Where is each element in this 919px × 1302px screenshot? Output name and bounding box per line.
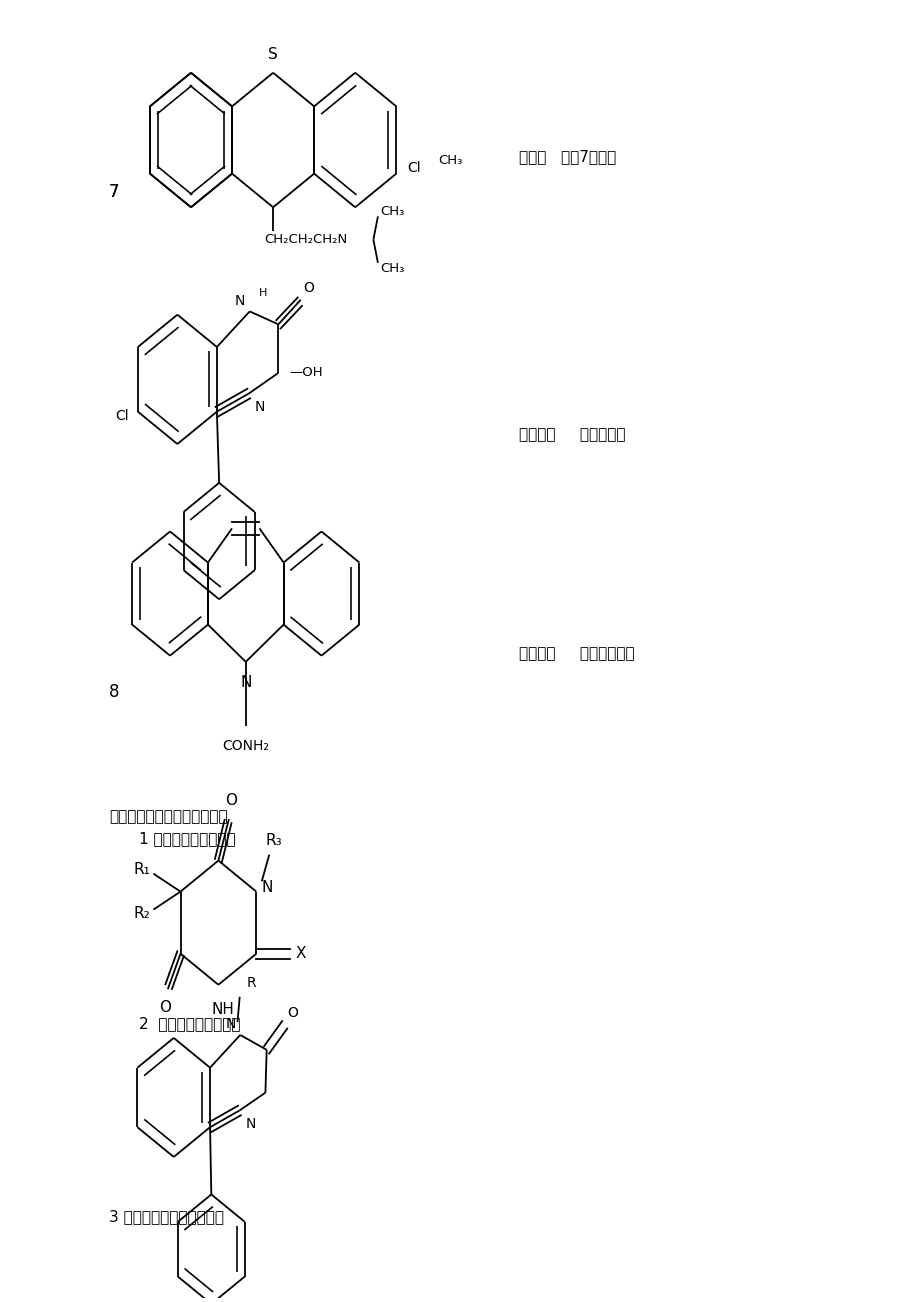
Text: 1 巴比妥类镇静催眠药: 1 巴比妥类镇静催眠药: [139, 831, 235, 846]
Text: N: N: [262, 880, 273, 896]
Text: N: N: [240, 674, 251, 690]
Text: 8: 8: [108, 684, 119, 702]
Text: R₁: R₁: [133, 862, 150, 878]
Text: N: N: [245, 1117, 255, 1131]
Text: O: O: [225, 793, 237, 807]
Text: 奥沙西洋     抗焦虑药物: 奥沙西洋 抗焦虑药物: [518, 427, 625, 443]
Text: CH₃: CH₃: [380, 262, 403, 275]
Text: 7: 7: [108, 182, 119, 201]
Text: CH₃: CH₃: [437, 154, 462, 167]
Text: N: N: [225, 1017, 235, 1031]
Text: O: O: [288, 1006, 298, 1019]
Text: 二、写出下列药物的结构通式: 二、写出下列药物的结构通式: [108, 809, 227, 824]
Text: —OH: —OH: [289, 366, 323, 379]
Text: CH₂CH₂CH₂N: CH₂CH₂CH₂N: [264, 233, 346, 246]
Text: 泰儿登   治留7抑郁症: 泰儿登 治留7抑郁症: [518, 150, 616, 164]
Text: O: O: [159, 1000, 171, 1016]
Text: CONH₂: CONH₂: [222, 740, 269, 753]
Text: X: X: [295, 947, 306, 961]
Text: R₃: R₃: [266, 833, 282, 848]
Text: S: S: [268, 47, 278, 62]
Text: CH₃: CH₃: [380, 204, 403, 217]
Text: H: H: [258, 289, 267, 298]
Text: 3 、咐唷嗪类抗精神病药物: 3 、咐唷嗪类抗精神病药物: [108, 1208, 223, 1224]
Text: R: R: [246, 976, 256, 991]
Text: 7: 7: [108, 182, 119, 201]
Text: R₂: R₂: [133, 906, 150, 921]
Text: 卡马西平     抗癡疫大发作: 卡马西平 抗癡疫大发作: [518, 646, 634, 661]
Text: Cl: Cl: [115, 409, 129, 423]
Text: Cl: Cl: [407, 161, 420, 176]
Text: N: N: [254, 400, 265, 414]
Text: 2  苯二氮卓类抗焦虑药: 2 苯二氮卓类抗焦虑药: [139, 1016, 241, 1031]
Text: O: O: [303, 281, 314, 296]
Text: N: N: [234, 293, 244, 307]
Text: NH: NH: [211, 1001, 234, 1017]
